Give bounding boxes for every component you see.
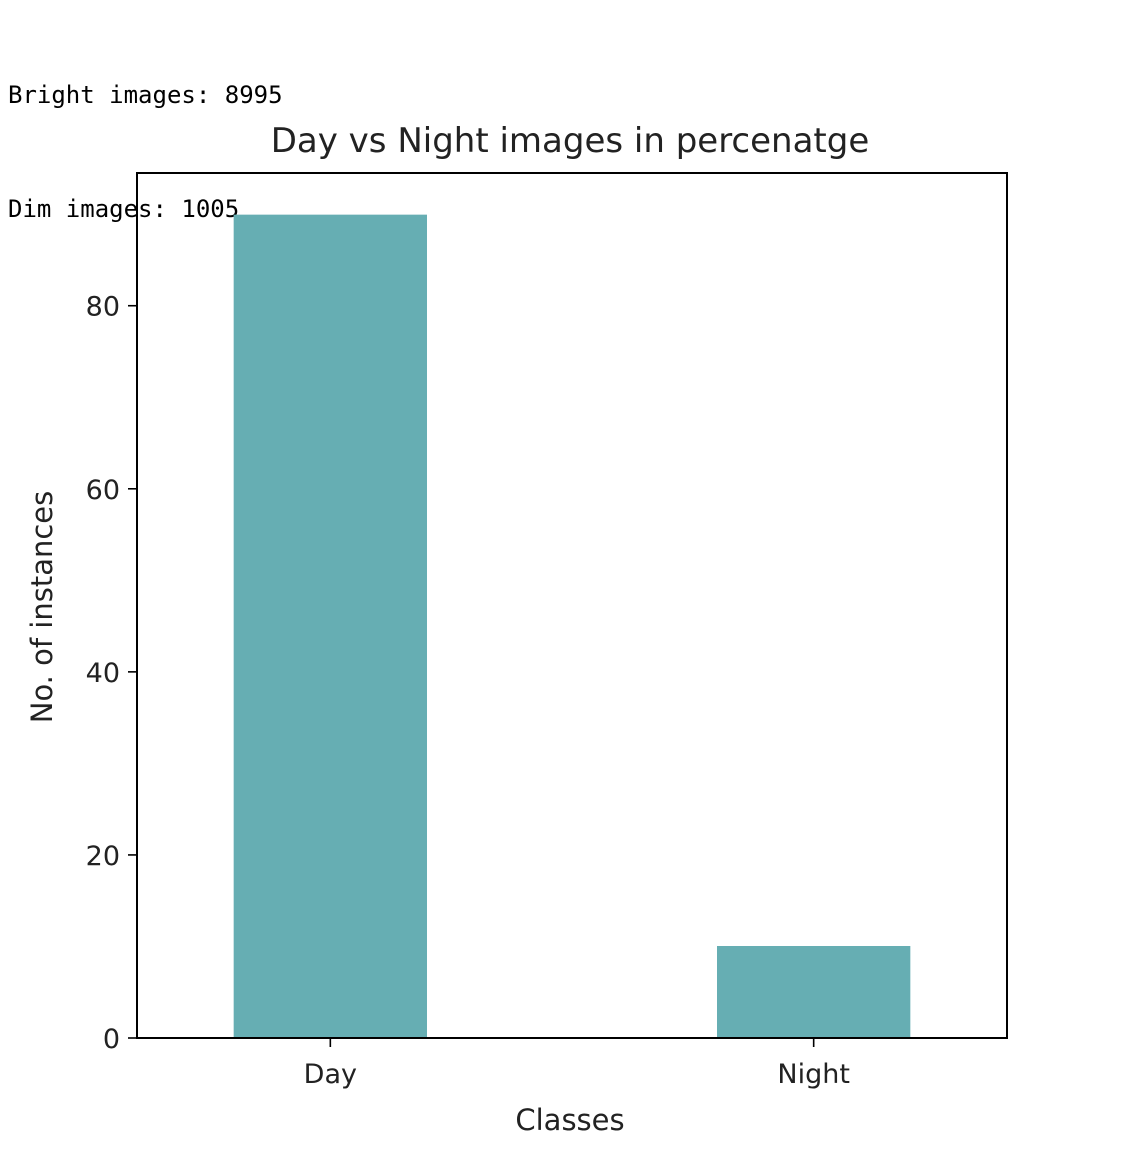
console-line-bright: Bright images: 8995 <box>8 81 283 109</box>
x-tick-label-night: Night <box>777 1059 850 1090</box>
plot-frame <box>136 172 1008 1039</box>
console-output: Bright images: 8995 Dim images: 1005 <box>8 0 283 266</box>
plot-area: 0 20 40 60 80 Day Night <box>86 172 1008 1090</box>
y-tick-label-0: 0 <box>103 1024 120 1055</box>
bar-night <box>717 946 911 1038</box>
console-line-dim: Dim images: 1005 <box>8 195 240 223</box>
bar-day <box>233 214 427 1039</box>
y-tick-label-80: 80 <box>86 292 120 323</box>
chart-title: Day vs Night images in percenatge <box>271 121 870 161</box>
y-tick-label-60: 60 <box>86 475 120 506</box>
y-tick-label-20: 20 <box>86 841 120 872</box>
x-axis-label: Classes <box>515 1103 624 1137</box>
y-tick-label-40: 40 <box>86 658 120 689</box>
y-axis-label: No. of instances <box>25 491 59 724</box>
x-tick-label-day: Day <box>304 1059 357 1090</box>
bar-chart: Day vs Night images in percenatge Classe… <box>25 121 1008 1137</box>
